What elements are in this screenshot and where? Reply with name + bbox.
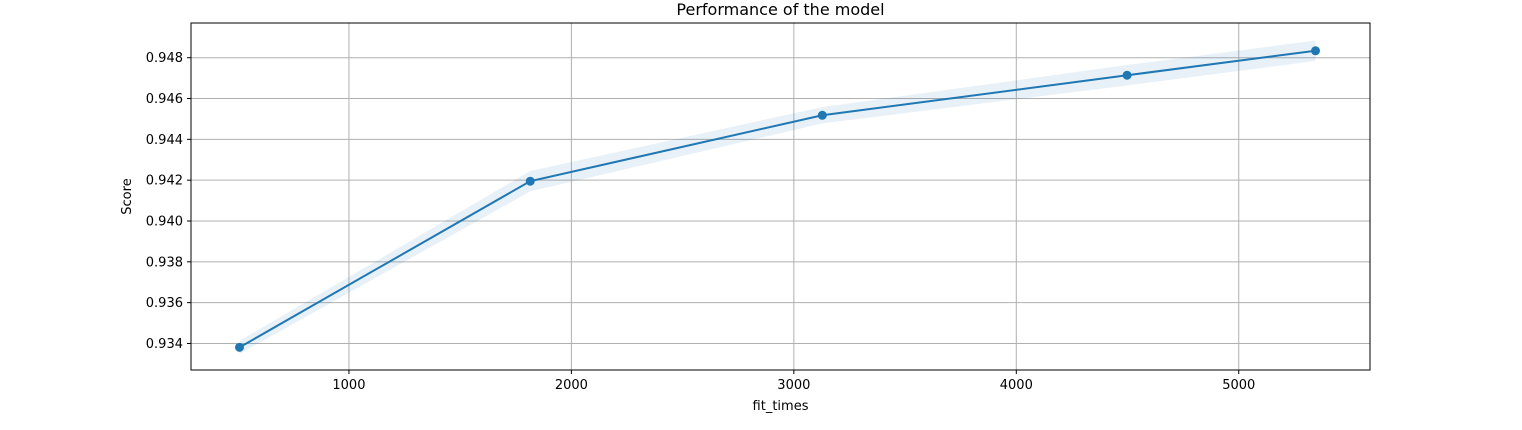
y-tick-label: 0.940: [146, 214, 183, 229]
x-tick-label: 1000: [332, 378, 365, 393]
y-tick-label: 0.944: [146, 133, 183, 148]
series-points: [234, 46, 1320, 352]
x-axis-label: fit_times: [753, 399, 809, 414]
band-area: [239, 40, 1316, 354]
data-point: [1310, 46, 1320, 56]
x-axis-ticks: 1000 2000 3000 4000 5000: [332, 370, 1255, 393]
confidence-band: [239, 40, 1316, 354]
y-tick-label: 0.936: [146, 296, 183, 311]
x-tick-label: 2000: [555, 378, 588, 393]
y-tick-label: 0.938: [146, 255, 183, 270]
data-point: [1122, 70, 1132, 80]
x-tick-label: 3000: [777, 378, 810, 393]
grid-lines: [191, 23, 1370, 370]
y-tick-label: 0.948: [146, 51, 183, 66]
y-tick-label: 0.946: [146, 92, 183, 107]
data-point: [817, 110, 827, 120]
y-axis-label: Score: [120, 178, 135, 214]
y-axis-ticks: 0.934 0.936 0.938 0.940 0.942 0.944 0.946 0.948: [146, 51, 191, 352]
y-tick-label: 0.942: [146, 174, 183, 189]
data-point: [234, 342, 244, 352]
x-tick-label: 4000: [1000, 378, 1033, 393]
chart-title: Performance of the model: [676, 0, 884, 19]
y-tick-label: 0.934: [146, 337, 183, 352]
plot-frame: [190, 22, 1371, 371]
data-point: [525, 176, 535, 186]
x-tick-label: 5000: [1222, 378, 1255, 393]
